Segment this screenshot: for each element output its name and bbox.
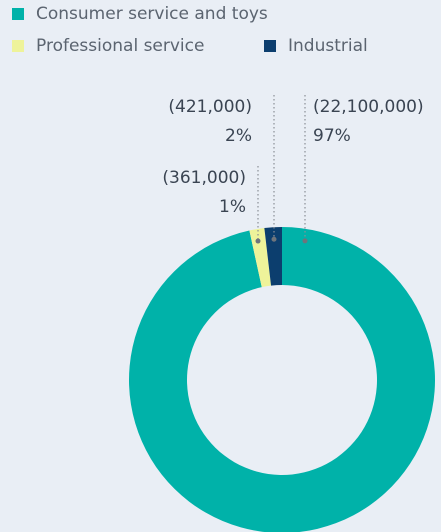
leader-dot	[271, 236, 277, 242]
legend-label: Industrial	[288, 36, 368, 56]
leader-dot	[255, 238, 261, 244]
legend-swatch	[12, 8, 24, 20]
percent-label: 97%	[313, 126, 351, 146]
percent-label: 2%	[225, 126, 252, 146]
data-label: (361,000)	[162, 168, 246, 188]
leader-dot	[302, 238, 308, 244]
data-label: (22,100,000)	[313, 97, 424, 117]
legend-label: Professional service	[36, 36, 204, 56]
legend-swatch	[12, 40, 24, 52]
legend-label: Consumer service and toys	[36, 4, 268, 24]
donut-slice	[264, 227, 282, 286]
percent-label: 1%	[219, 197, 246, 217]
data-label: (421,000)	[168, 97, 252, 117]
donut-slice	[129, 227, 435, 532]
legend-swatch	[264, 40, 276, 52]
donut-slice	[249, 228, 272, 288]
